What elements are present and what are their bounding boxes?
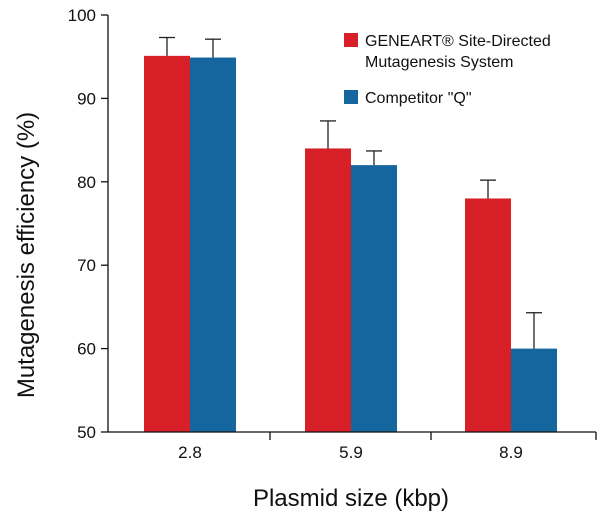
x-tick-label: 5.9 [339,443,363,462]
y-tick-label: 50 [77,423,96,442]
error-bars-group [159,36,542,349]
x-tick-label: 8.9 [499,443,523,462]
y-tick-label: 100 [68,6,96,25]
legend-swatch [344,33,358,47]
legend-label: Competitor "Q" [365,90,472,107]
y-tick-label: 70 [77,256,96,275]
bar [144,55,190,433]
legend-label: Mutagenesis System [365,54,514,71]
y-tick-label: 60 [77,340,96,359]
bar [190,57,236,433]
x-tick-label: 2.8 [178,443,202,462]
y-axis-title: Mutagenesis efficiency (%) [13,112,40,398]
legend-swatch [344,90,358,104]
legend-label: GENEART® Site-Directed [365,33,551,50]
bar [305,148,351,432]
x-axis-title: Plasmid size (kbp) [253,485,449,512]
axes-group: 50 60 70 80 90 100 2.8 5.9 8.9 [68,6,597,462]
y-tick-label: 80 [77,173,96,192]
legend: GENEART® Site-Directed Mutagenesis System… [344,33,551,107]
bar [465,198,511,432]
bars-group [144,55,557,433]
bar [351,165,397,432]
bar [511,348,557,432]
y-tick-label: 90 [77,89,96,108]
